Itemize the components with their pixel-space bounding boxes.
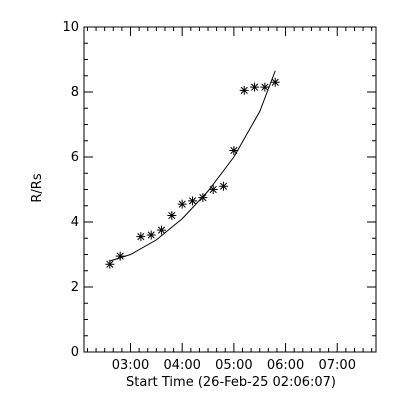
fit-curve bbox=[109, 70, 276, 262]
data-point-stroke bbox=[199, 194, 207, 202]
data-point bbox=[198, 193, 208, 203]
data-point-stroke bbox=[137, 233, 145, 241]
data-point-stroke bbox=[157, 226, 166, 234]
data-point bbox=[270, 77, 280, 87]
data-point-stroke bbox=[250, 83, 259, 91]
data-point-stroke bbox=[106, 260, 114, 268]
x-axis-label: Start Time (26-Feb-25 02:06:07) bbox=[126, 375, 336, 390]
plot-frame bbox=[83, 26, 377, 353]
data-point-stroke bbox=[240, 86, 248, 94]
y-axis-label: R/Rs bbox=[30, 173, 45, 202]
y-tick-label: 2 bbox=[71, 280, 79, 295]
y-tick-label: 4 bbox=[71, 215, 79, 230]
data-point bbox=[177, 199, 187, 209]
data-point-stroke bbox=[219, 182, 228, 190]
data-point bbox=[167, 211, 177, 220]
data-point bbox=[250, 82, 260, 92]
data-point-stroke bbox=[188, 197, 197, 205]
data-point-stroke bbox=[116, 252, 124, 260]
data-point bbox=[146, 230, 156, 240]
data-point-stroke bbox=[147, 231, 155, 239]
data-point bbox=[115, 251, 125, 261]
x-tick-label: 05:00 bbox=[215, 358, 252, 373]
y-tick-label: 10 bbox=[62, 20, 79, 35]
x-tick-label: 04:00 bbox=[163, 358, 200, 373]
data-point-stroke bbox=[271, 78, 279, 86]
data-point bbox=[239, 85, 249, 95]
data-point bbox=[208, 185, 218, 194]
data-point-stroke bbox=[230, 146, 238, 155]
x-tick-label: 03:00 bbox=[112, 358, 149, 373]
data-point bbox=[157, 225, 167, 235]
data-point bbox=[260, 82, 270, 92]
data-point-stroke bbox=[178, 200, 186, 208]
data-point bbox=[219, 181, 229, 191]
data-point-stroke bbox=[168, 211, 176, 220]
data-point bbox=[136, 232, 146, 242]
data-point bbox=[229, 146, 239, 155]
data-point bbox=[105, 259, 115, 269]
data-point-stroke bbox=[209, 185, 217, 194]
y-tick-label: 0 bbox=[71, 345, 79, 360]
y-tick-label: 8 bbox=[71, 85, 79, 100]
x-tick-label: 06:00 bbox=[267, 358, 304, 373]
x-tick-label: 07:00 bbox=[319, 358, 356, 373]
data-point-stroke bbox=[261, 83, 269, 91]
data-point bbox=[188, 196, 198, 206]
y-tick-label: 6 bbox=[71, 150, 79, 165]
